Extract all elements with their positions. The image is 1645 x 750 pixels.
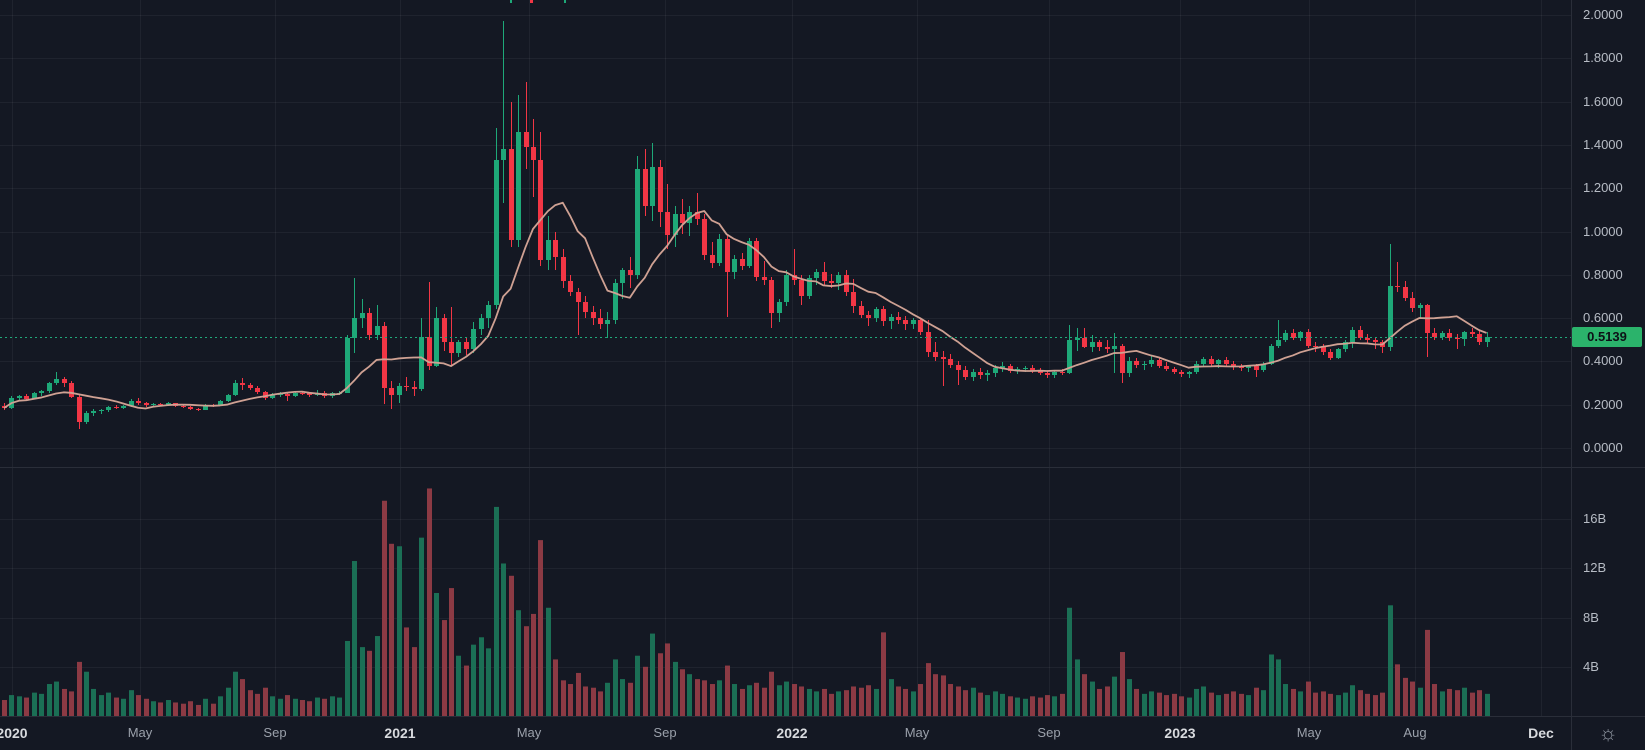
time-tick-label-2022: 2022 — [776, 725, 808, 741]
price-axis[interactable]: 2.0000 1.8000 1.6000 1.4000 1.2000 1.0000 0.80… — [1572, 0, 1645, 467]
volume-tick-label: 16B — [1583, 511, 1607, 527]
time-tick-label-sep: Sep — [1037, 725, 1061, 740]
time-tick-label-sep: Sep — [263, 725, 287, 740]
chart-canvas[interactable] — [0, 0, 1571, 716]
volume-tick-label: 12B — [1583, 560, 1607, 576]
time-axis-separator — [0, 716, 1645, 717]
cropped-legend-fragment — [564, 0, 566, 3]
time-tick-label-may: May — [904, 725, 930, 740]
time-tick-label-2021: 2021 — [384, 725, 416, 741]
pane-separator[interactable] — [0, 467, 1645, 468]
price-tick-label: 0.4000 — [1583, 353, 1623, 369]
price-tick-label: 0.6000 — [1583, 310, 1623, 326]
price-tick-label: 1.2000 — [1583, 180, 1623, 196]
volume-tick-label: 8B — [1583, 609, 1599, 625]
price-tick-label: 1.8000 — [1583, 50, 1623, 66]
time-axis[interactable]: 2020 May Sep 2021 May Sep 2022 May Sep 2023 May Aug… — [0, 716, 1645, 750]
price-tick-label: 0.2000 — [1583, 396, 1623, 412]
last-price-badge: 0.5139 — [1572, 326, 1642, 347]
time-tick-label-may: May — [516, 725, 542, 740]
cropped-legend-fragment — [530, 0, 533, 3]
price-tick-label: 1.6000 — [1583, 93, 1623, 109]
time-tick-label-2020: 2020 — [0, 725, 28, 741]
time-tick-label-may: May — [1296, 725, 1322, 740]
price-tick-label: 2.0000 — [1583, 7, 1623, 22]
price-tick-label: 0.8000 — [1583, 266, 1623, 282]
cropped-legend-fragment — [510, 0, 512, 3]
price-tick-label: 0.0000 — [1583, 440, 1623, 455]
time-axis-corner: ☼ — [1571, 716, 1645, 750]
price-tick-label: 1.4000 — [1583, 136, 1623, 152]
time-tick-label-2023: 2023 — [1164, 725, 1196, 741]
price-tick-label: 1.0000 — [1583, 223, 1623, 239]
sun-icon[interactable]: ☼ — [1598, 721, 1618, 745]
volume-axis[interactable]: 16B 12B 8B 4B — [1572, 467, 1645, 716]
time-tick-label-dec: Dec — [1528, 725, 1554, 741]
volume-tick-label: 4B — [1583, 658, 1599, 674]
price-axis-separator — [1571, 0, 1572, 750]
time-tick-label-may: May — [127, 725, 153, 740]
time-tick-label-sep: Sep — [653, 725, 677, 740]
time-tick-label-aug: Aug — [1403, 725, 1427, 740]
